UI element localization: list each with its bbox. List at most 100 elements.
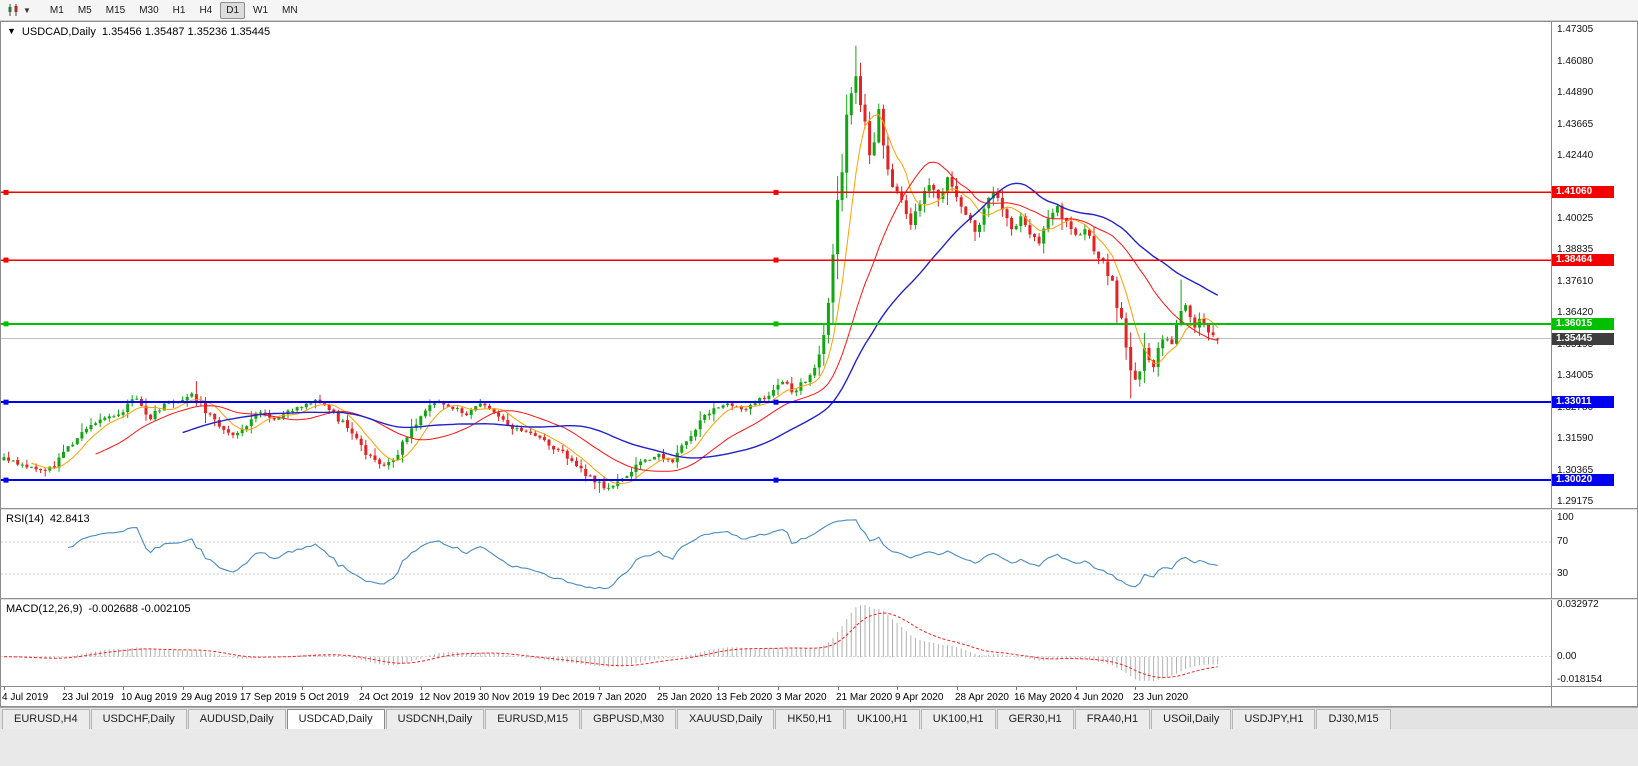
chart-tab-eurusd-m15[interactable]: EURUSD,M15 [485,709,581,729]
date-label: 16 May 2020 [1014,692,1072,703]
price-tag-1.38464: 1.38464 [1552,254,1614,267]
timeframe-button-w1[interactable]: W1 [253,4,269,16]
rsi-panel: RSI(14) 42.8413 100 70 30 [1,510,1637,598]
chart-window: ▼ USDCAD,Daily 1.35456 1.35487 1.35236 1… [0,21,1638,707]
chart-tab-gbpusd-m30[interactable]: GBPUSD,M30 [581,709,677,729]
candles [2,45,1220,494]
time-axis[interactable]: 4 Jul 2019 23 Jul 2019 10 Aug 2019 29 Aug 2… [1,686,1637,706]
chart-tab-ger30-h1[interactable]: GER30,H1 [996,709,1074,729]
price-tick: 1.36420 [1557,307,1594,319]
chart-tab-uk100-h1[interactable]: UK100,H1 [920,709,996,729]
price-tick: 1.46080 [1557,55,1594,67]
rsi-chart[interactable] [1,510,1551,598]
date-label: 19 Dec 2019 [538,692,595,703]
status-strip [0,729,1638,766]
hline-handle[interactable] [773,257,779,263]
date-label: 12 Nov 2019 [419,692,476,703]
chart-tab-audusd-daily[interactable]: AUDUSD,Daily [187,709,286,729]
time-tick [123,687,124,690]
time-axis-corner [1551,687,1637,706]
time-tick [242,687,243,690]
macd-chart[interactable] [1,600,1551,686]
chart-tab-fra40-h1[interactable]: FRA40,H1 [1074,709,1151,729]
timeframe-buttons: M1 M5 M15 M30 H1 H4 D1 W1 MN [43,1,305,19]
timeframe-button-mn[interactable]: MN [282,4,298,16]
time-tick [183,687,184,690]
price-tick: 1.38835 [1557,244,1594,256]
chart-tab-usdcad-daily[interactable]: USDCAD,Daily [286,709,385,729]
chart-tabs-bar: EURUSD,H4 USDCHF,Daily AUDUSD,Daily USDCAD,… [0,707,1638,729]
hline-handle[interactable] [3,189,9,195]
chart-tab-usoil-daily[interactable]: USOil,Daily [1151,709,1232,729]
price-panel: ▼ USDCAD,Daily 1.35456 1.35487 1.35236 1… [1,22,1637,508]
timeframe-button-m1[interactable]: M1 [49,4,64,16]
time-tick [1135,687,1136,690]
date-label: 24 Oct 2019 [359,692,414,703]
macd-tick: -0.018154 [1557,674,1603,685]
price-tick: 1.47305 [1557,23,1594,35]
price-tick: 1.42440 [1557,150,1594,162]
time-tick [778,687,779,690]
rsi-tick: 70 [1557,536,1569,547]
chart-tab-xauusd-daily[interactable]: XAUUSD,Daily [677,709,775,729]
chart-tab-usdcnh-daily[interactable]: USDCNH,Daily [385,709,485,729]
time-tick [480,687,481,690]
time-tick [897,687,898,690]
panel-splitter-1[interactable] [1,508,1637,510]
chart-type-button[interactable]: ▼ [3,3,35,17]
hline-handle[interactable] [3,477,9,483]
hline-handle[interactable] [773,321,779,327]
date-label: 9 Apr 2020 [895,692,944,703]
chart-tab-usdchf-daily[interactable]: USDCHF,Daily [90,709,187,729]
price-chart[interactable] [1,22,1551,508]
hline-handle[interactable] [773,399,779,405]
hline-handle[interactable] [3,321,9,327]
price-tick: 1.43665 [1557,118,1594,130]
macd-tick: 0.032972 [1557,600,1599,610]
date-label: 23 Jun 2020 [1133,692,1189,703]
timeframe-button-m15[interactable]: M15 [105,4,126,16]
price-tag-1.35445: 1.35445 [1552,332,1614,345]
ma-lines [31,114,1219,485]
price-tick: 1.44890 [1557,86,1594,98]
rsi-tick: 100 [1557,512,1574,523]
time-tick [421,687,422,690]
timeframe-button-h4[interactable]: H4 [199,4,213,16]
time-tick [599,687,600,690]
timeframe-button-m30[interactable]: M30 [139,4,159,16]
price-axis[interactable]: 1.47305 1.46080 1.44890 1.43665 1.42440 1.400… [1551,22,1637,508]
chart-tab-uk100-h1[interactable]: UK100,H1 [845,709,920,729]
time-tick [540,687,541,690]
chart-tab-hk50-h1[interactable]: HK50,H1 [775,709,845,729]
price-tag-1.33011: 1.33011 [1552,396,1614,409]
chart-tab-usdjpy-h1[interactable]: USDJPY,H1 [1232,709,1316,729]
hline-handle[interactable] [3,257,9,263]
timeframe-button-m5[interactable]: M5 [77,4,92,16]
chart-tab-eurusd-h4[interactable]: EURUSD,H4 [2,709,90,729]
timeframe-button-d1[interactable]: D1 [220,1,246,19]
panel-splitter-2[interactable] [1,598,1637,600]
hline-handle[interactable] [773,189,779,195]
date-label: 4 Jun 2020 [1074,692,1124,703]
time-tick [957,687,958,690]
timeframe-button-h1[interactable]: H1 [172,4,186,16]
date-label: 30 Nov 2019 [478,692,535,703]
macd-axis: 0.032972 0.00 -0.018154 [1551,600,1637,686]
ma-line-21 [95,161,1218,472]
macd-panel: MACD(12,26,9) -0.002688 -0.002105 0.0329… [1,600,1637,686]
price-tick: 1.37610 [1557,276,1594,288]
time-tick [718,687,719,690]
time-tick [361,687,362,690]
hline-handle[interactable] [3,399,9,405]
chart-tab-dj30-m15[interactable]: DJ30,M15 [1316,709,1391,729]
price-tick: 1.30365 [1557,465,1594,477]
ma-line-40 [182,182,1219,459]
price-tag-1.36015: 1.36015 [1552,317,1614,330]
date-label: 3 Mar 2020 [776,692,827,703]
time-tick [4,687,5,690]
date-label: 29 Aug 2019 [181,692,238,703]
time-tick [302,687,303,690]
chart-dropdown-icon[interactable]: ▼ [7,26,16,36]
price-tick: 1.40025 [1557,213,1594,225]
hline-handle[interactable] [773,477,779,483]
